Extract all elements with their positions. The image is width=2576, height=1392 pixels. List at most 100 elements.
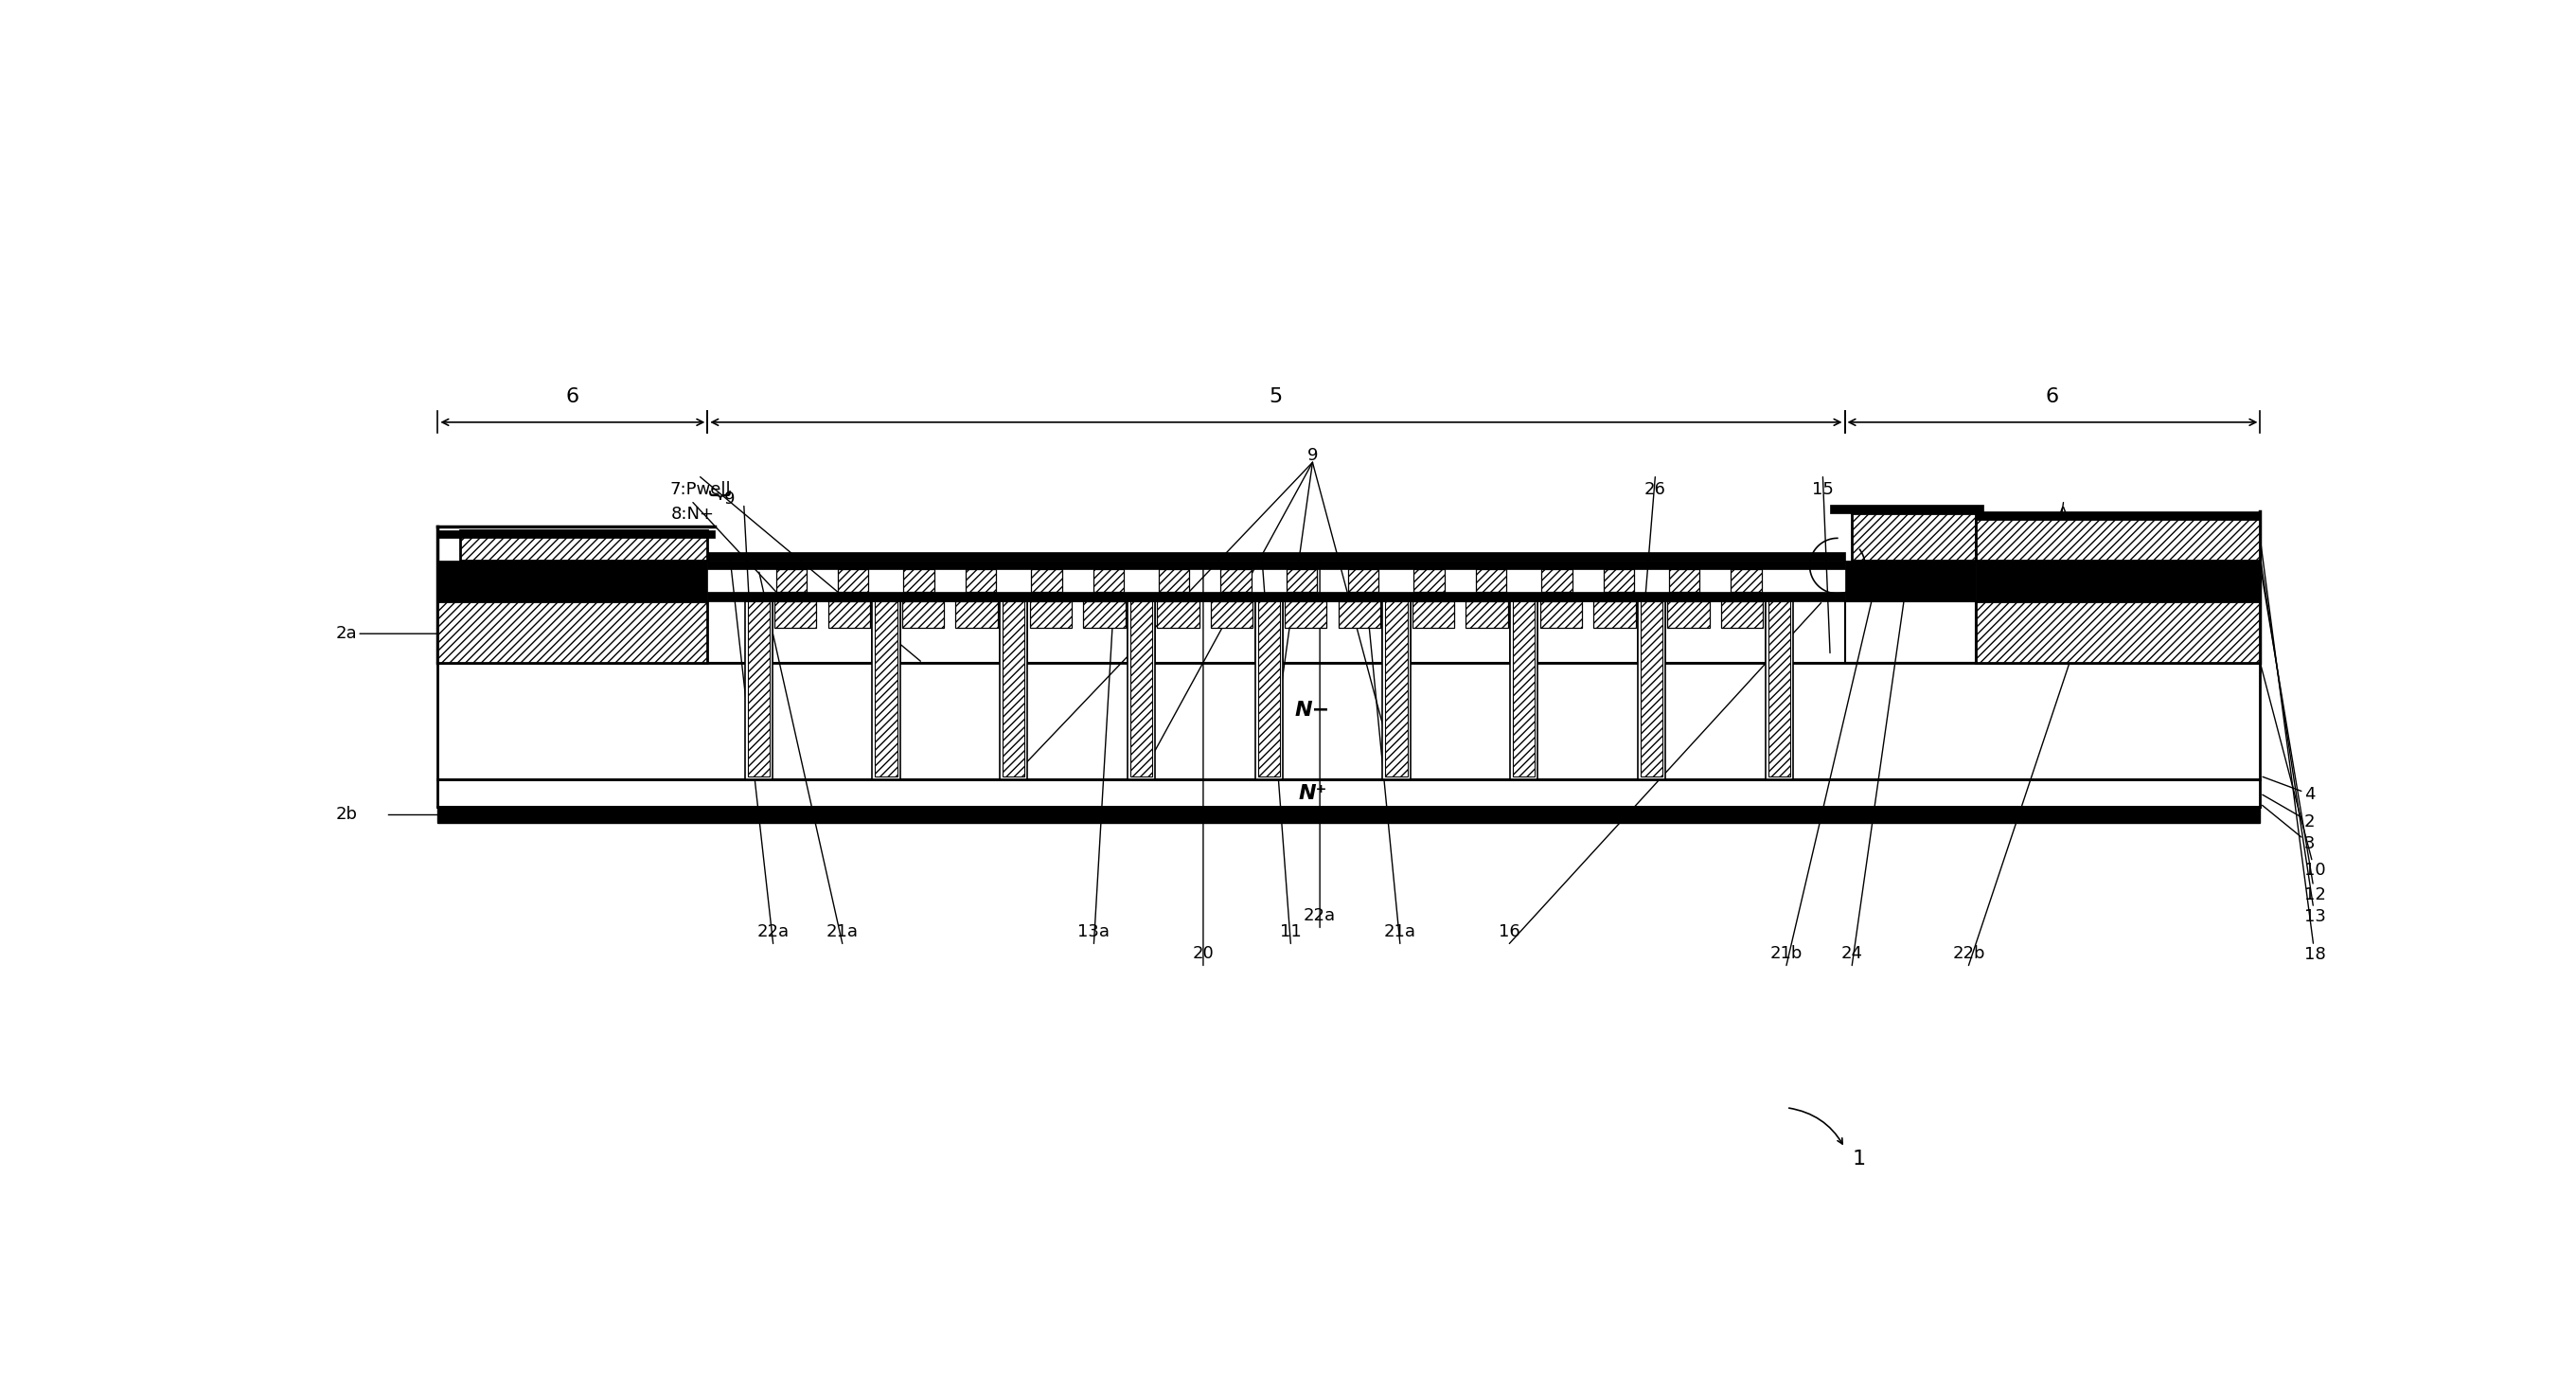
Bar — [1386, 601, 1406, 777]
Text: 7:Pwell: 7:Pwell — [670, 480, 732, 497]
Bar — [873, 601, 899, 780]
Bar — [1538, 601, 1638, 663]
Text: 2: 2 — [2262, 795, 2316, 831]
Bar — [773, 601, 873, 663]
Bar — [1285, 601, 1327, 628]
Bar — [1512, 601, 1535, 777]
Bar — [1285, 569, 1316, 592]
Bar — [1157, 601, 1200, 628]
Bar — [1476, 569, 1507, 592]
Text: 13a: 13a — [1077, 923, 1110, 940]
Text: 9: 9 — [1306, 447, 1319, 464]
Bar — [1028, 601, 1128, 663]
Text: 5: 5 — [1270, 387, 1283, 406]
Bar — [438, 663, 2259, 780]
Bar — [837, 569, 868, 592]
Bar — [1510, 601, 1538, 780]
Bar — [438, 530, 714, 537]
Text: 6: 6 — [567, 387, 580, 406]
Bar — [1976, 561, 2259, 601]
Text: 22b: 22b — [1953, 945, 1986, 962]
Bar — [744, 601, 773, 780]
Bar — [827, 601, 871, 628]
Text: N⁺: N⁺ — [1298, 784, 1327, 803]
Bar — [1829, 505, 1984, 514]
Text: 20: 20 — [1193, 945, 1213, 962]
Text: 2b: 2b — [335, 806, 358, 823]
Bar — [1255, 601, 1283, 780]
Bar — [708, 561, 1844, 569]
Bar — [1721, 601, 1762, 628]
Bar — [1540, 601, 1582, 628]
Bar — [876, 601, 896, 777]
Bar — [1669, 569, 1700, 592]
Text: 1: 1 — [1852, 1150, 1865, 1168]
Bar — [1466, 601, 1507, 628]
Bar — [1976, 601, 2259, 663]
Bar — [1667, 601, 1710, 628]
Bar — [1602, 569, 1633, 592]
Text: 18: 18 — [2262, 541, 2326, 963]
Bar — [899, 601, 999, 663]
Bar — [1414, 569, 1445, 592]
Bar — [1409, 601, 1510, 663]
Bar — [1765, 601, 1793, 780]
Bar — [902, 601, 943, 628]
Text: {: { — [706, 484, 729, 498]
Bar — [747, 601, 770, 777]
Bar — [438, 780, 2259, 807]
Text: N−: N− — [1296, 700, 1329, 720]
Bar — [708, 553, 1844, 561]
Bar — [438, 601, 708, 663]
Text: A: A — [2058, 507, 2069, 523]
Bar — [1283, 601, 1383, 663]
Text: 21b: 21b — [1770, 945, 1803, 962]
Bar — [1731, 569, 1762, 592]
Text: 12: 12 — [2262, 568, 2326, 903]
Text: 22a: 22a — [757, 923, 788, 940]
Bar — [775, 569, 806, 592]
Bar — [1844, 601, 1976, 663]
Bar — [999, 601, 1028, 780]
Bar — [904, 569, 935, 592]
Text: 6: 6 — [2045, 387, 2058, 406]
Bar — [1595, 601, 1636, 628]
Bar — [1154, 601, 1255, 663]
Bar — [1412, 601, 1455, 628]
Bar — [1030, 601, 1072, 628]
Text: 13: 13 — [2262, 560, 2326, 926]
Bar — [1002, 601, 1025, 777]
Bar — [966, 569, 997, 592]
Bar — [1540, 569, 1571, 592]
Text: 21a: 21a — [827, 923, 858, 940]
Bar — [708, 592, 1844, 601]
Text: 2a: 2a — [335, 625, 438, 642]
Text: 9: 9 — [724, 490, 734, 507]
Text: 24: 24 — [1842, 945, 1862, 962]
Text: 16: 16 — [1499, 923, 1520, 940]
Text: 8:N+: 8:N+ — [672, 507, 714, 523]
Bar — [1976, 511, 2259, 518]
Bar — [1976, 518, 2259, 561]
Text: 15: 15 — [1811, 480, 1834, 497]
Text: 22a: 22a — [1303, 906, 1337, 924]
Bar — [1638, 601, 1664, 780]
Bar — [1030, 569, 1061, 592]
Text: 10: 10 — [2262, 665, 2326, 880]
Bar — [1340, 601, 1381, 628]
Bar — [1159, 569, 1190, 592]
Bar — [1257, 601, 1280, 777]
Text: 4: 4 — [2262, 777, 2316, 803]
Bar — [775, 601, 817, 628]
Bar — [438, 807, 2259, 823]
Bar — [1347, 569, 1378, 592]
FancyArrowPatch shape — [1788, 1108, 1842, 1144]
Bar — [1131, 601, 1151, 777]
Bar — [1092, 569, 1123, 592]
Bar — [438, 561, 708, 601]
Bar — [1767, 601, 1790, 777]
Text: 11: 11 — [1280, 923, 1301, 940]
Bar — [1084, 601, 1126, 628]
Bar — [1211, 601, 1252, 628]
Bar — [459, 530, 708, 561]
